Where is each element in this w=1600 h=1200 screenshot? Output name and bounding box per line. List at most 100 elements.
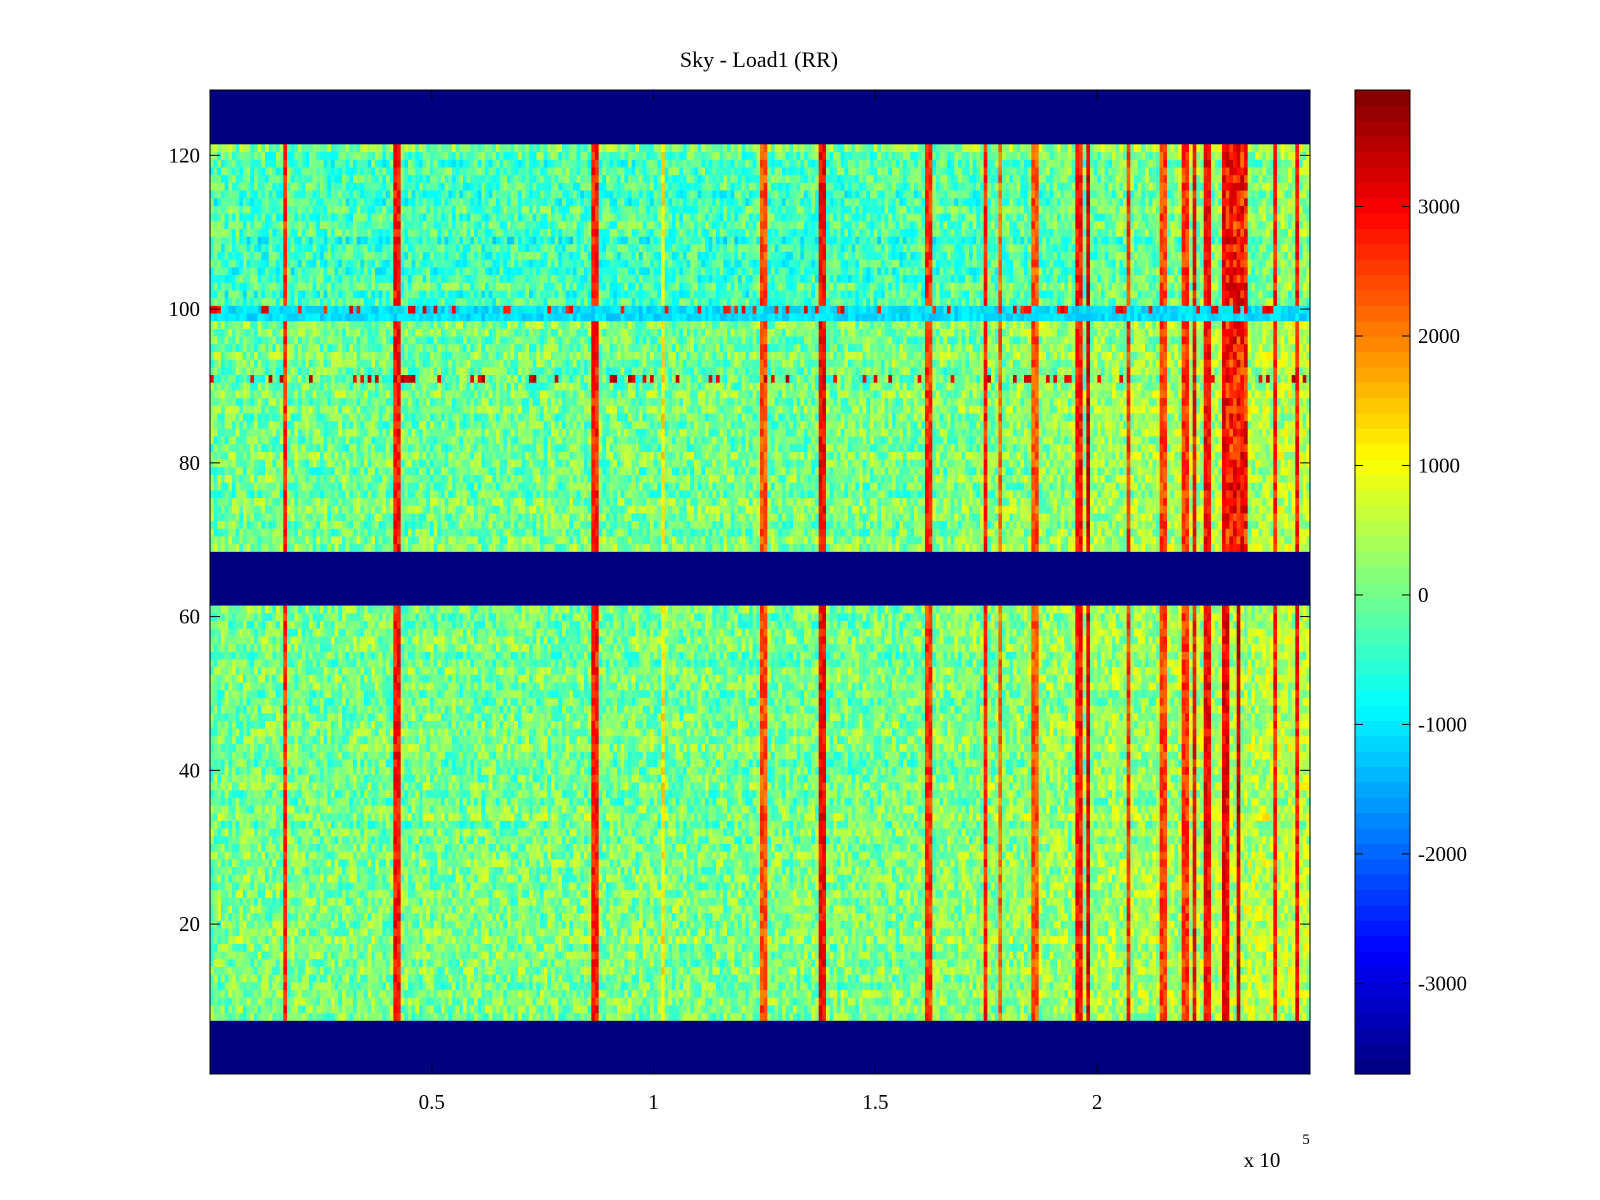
heatmap-cell	[342, 1012, 347, 1021]
heatmap-cell	[1163, 1004, 1168, 1014]
heatmap-cell	[1075, 927, 1080, 937]
heatmap-cell	[235, 997, 240, 1006]
heatmap-cell	[1159, 943, 1164, 952]
heatmap-cell	[290, 912, 295, 921]
heatmap-cell	[1145, 997, 1150, 1006]
heatmap-cell	[719, 1012, 724, 1021]
heatmap-cell	[719, 997, 724, 1006]
heatmap-cell	[257, 951, 262, 960]
heatmap-cell	[305, 958, 310, 967]
heatmap-cell	[1090, 966, 1095, 975]
heatmap-cell	[771, 997, 776, 1006]
heatmap-cell	[1009, 897, 1014, 906]
heatmap-cell	[316, 912, 321, 921]
heatmap-cell	[397, 912, 402, 921]
heatmap-cell	[345, 897, 350, 906]
heatmap-cell	[1093, 974, 1098, 983]
heatmap-cell	[705, 966, 710, 975]
heatmap-cell	[1031, 981, 1036, 991]
heatmap-cell	[639, 951, 644, 960]
heatmap-cell	[635, 889, 640, 898]
heatmap-cell	[353, 989, 358, 998]
heatmap-cell	[749, 958, 754, 967]
heatmap-cell	[422, 920, 427, 929]
heatmap-cell	[1101, 1012, 1106, 1021]
heatmap-cell	[987, 966, 992, 975]
heatmap-cell	[1240, 966, 1245, 975]
heatmap-cell	[1247, 935, 1252, 944]
heatmap-cell	[620, 904, 625, 914]
heatmap-cell	[595, 1012, 600, 1021]
heatmap-cell	[646, 897, 651, 906]
heatmap-cell	[774, 1004, 779, 1014]
heatmap-cell	[961, 904, 966, 914]
heatmap-cell	[635, 935, 640, 944]
heatmap-cell	[686, 966, 691, 975]
heatmap-cell	[477, 958, 482, 967]
heatmap-cell	[276, 989, 281, 998]
heatmap-cell	[1020, 974, 1025, 983]
heatmap-cell	[1306, 927, 1311, 937]
heatmap-cell	[829, 951, 834, 960]
heatmap-cell	[466, 927, 471, 937]
heatmap-cell	[1159, 927, 1164, 937]
heatmap-cell	[1141, 981, 1146, 991]
heatmap-cell	[925, 927, 930, 937]
heatmap-cell	[551, 912, 556, 921]
heatmap-cell	[928, 912, 933, 921]
heatmap-cell	[789, 974, 794, 983]
heatmap-cell	[1258, 935, 1263, 944]
heatmap-cell	[1218, 935, 1223, 944]
heatmap-cell	[496, 1012, 501, 1021]
heatmap-cell	[419, 1012, 424, 1021]
heatmap-cell	[1295, 951, 1300, 960]
heatmap-cell	[628, 920, 633, 929]
heatmap-cell	[807, 904, 812, 914]
heatmap-cell	[1291, 966, 1296, 975]
heatmap-cell	[859, 904, 864, 914]
heatmap-cell	[529, 912, 534, 921]
heatmap-cell	[1196, 1012, 1201, 1021]
heatmap-cell	[433, 927, 438, 937]
heatmap-cell	[873, 951, 878, 960]
heatmap-cell	[1145, 920, 1150, 929]
heatmap-cell	[1126, 981, 1131, 991]
heatmap-cell	[591, 935, 596, 944]
heatmap-cell	[419, 935, 424, 944]
heatmap-cell	[690, 966, 695, 975]
heatmap-cell	[1035, 912, 1040, 921]
heatmap-cell	[580, 958, 585, 967]
heatmap-cell	[1082, 966, 1087, 975]
heatmap-cell	[796, 935, 801, 944]
heatmap-cell	[250, 966, 255, 975]
heatmap-cell	[921, 927, 926, 937]
heatmap-cell	[320, 935, 325, 944]
heatmap-cell	[1013, 951, 1018, 960]
heatmap-cell	[562, 920, 567, 929]
heatmap-cell	[272, 935, 277, 944]
heatmap-cell	[345, 935, 350, 944]
heatmap-cell	[1203, 897, 1208, 906]
heatmap-cell	[661, 966, 666, 975]
heatmap-cell	[646, 1004, 651, 1014]
heatmap-cell	[888, 927, 893, 937]
heatmap-cell	[591, 943, 596, 952]
heatmap-cell	[763, 958, 768, 967]
heatmap-cell	[840, 935, 845, 944]
heatmap-cell	[272, 974, 277, 983]
heatmap-cell	[1046, 966, 1051, 975]
heatmap-cell	[507, 997, 512, 1006]
heatmap-cell	[815, 897, 820, 906]
heatmap-cell	[987, 997, 992, 1006]
heatmap-cell	[382, 943, 387, 952]
heatmap-cell	[646, 889, 651, 898]
heatmap-cell	[349, 951, 354, 960]
heatmap-cell	[749, 1012, 754, 1021]
heatmap-cell	[547, 997, 552, 1006]
heatmap-cell	[1211, 1012, 1216, 1021]
heatmap-cell	[1247, 981, 1252, 991]
heatmap-cell	[584, 958, 589, 967]
heatmap-cell	[694, 989, 699, 998]
heatmap-cell	[778, 974, 783, 983]
